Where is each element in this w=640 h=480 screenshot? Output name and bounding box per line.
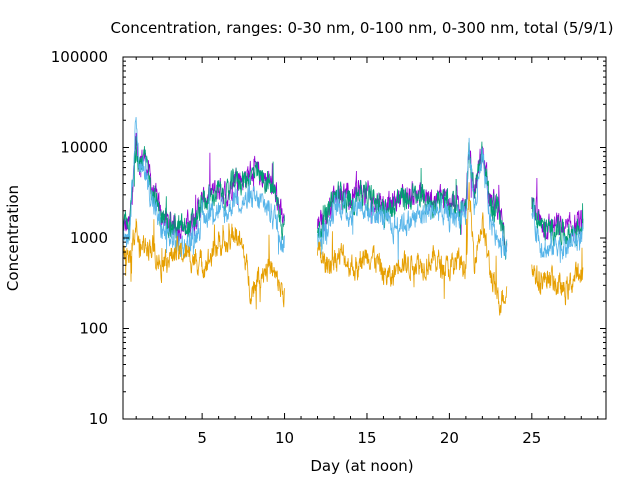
series-layer	[122, 117, 584, 316]
x-tick-label: 20	[440, 429, 459, 447]
series-line-range_0_300-segment-3	[531, 197, 584, 247]
y-axis-label: Concentration	[4, 185, 22, 291]
y-tick-label: 10	[89, 410, 108, 428]
x-tick-label: 15	[357, 429, 376, 447]
series-line-range_0_300-segment-1	[122, 136, 285, 241]
x-axis-label: Day (at noon)	[310, 457, 413, 475]
ticks-layer: 5 10 15 20 25 10 100 1000 10000 100000	[51, 48, 606, 447]
y-tick-label: 1000	[70, 229, 108, 247]
series-line-range_0_100-segment-3	[531, 201, 584, 263]
x-tick-label: 25	[522, 429, 541, 447]
y-tick-label: 100	[79, 320, 108, 338]
series-line-range_0_300-segment-2	[317, 141, 508, 260]
series-line-range_0_30-segment-2	[317, 182, 508, 316]
series-line-range_0_30-segment-3	[531, 247, 584, 306]
x-tick-label: 5	[197, 429, 207, 447]
series-line-range_0_100-segment-1	[122, 117, 285, 259]
chart-title: Concentration, ranges: 0-30 nm, 0-100 nm…	[111, 19, 614, 37]
series-line-range_0_30-segment-1	[122, 218, 285, 310]
y-tick-label: 100000	[51, 48, 108, 66]
series-line-total-segment-2	[317, 142, 508, 253]
x-tick-label: 10	[275, 429, 294, 447]
series-line-range_0_100-segment-2	[317, 137, 508, 266]
y-tick-label: 10000	[60, 139, 108, 157]
